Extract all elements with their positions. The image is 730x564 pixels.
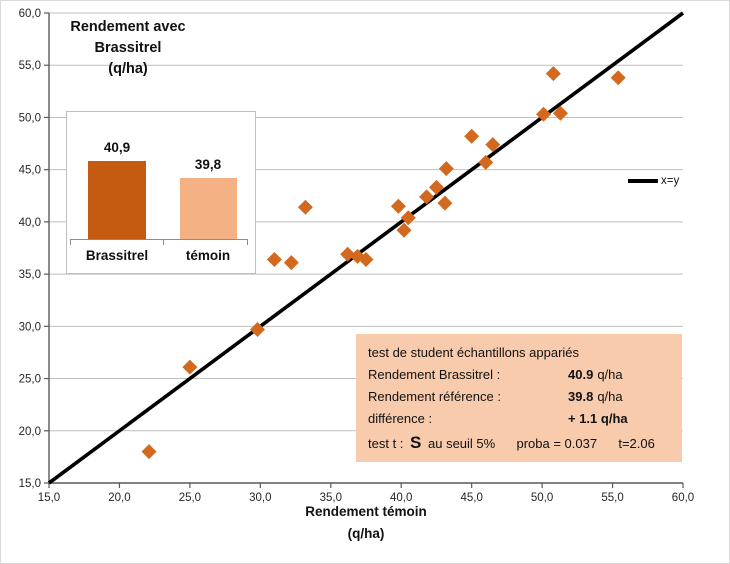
scatter-point [438,161,454,177]
scatter-point [464,128,480,144]
stats-label: Rendement référence : [368,389,501,404]
y-tick-label: 15,0 [19,478,41,490]
stats-title: test de student échantillons appariés [368,345,580,360]
legend-label: x=y [661,175,680,187]
y-tick-label: 55,0 [19,60,41,72]
inset-bar-chart: 40,9 39,8 Brassitrel témoin [66,111,256,274]
stats-row-reference: Rendement référence : 39.8 q/ha [368,386,670,408]
legend-line-sample [628,179,658,183]
scatter-point [297,199,313,215]
stats-unit: q/ha [597,367,623,382]
stats-label: différence : [368,411,433,426]
y-tick-label: 50,0 [19,112,41,124]
y-tick-label: 40,0 [19,217,41,229]
stats-row-brassitrel: Rendement Brassitrel : 40.9 q/ha [368,364,670,386]
test-t-value: t=2.06 [618,436,655,451]
x-tick-label: 20,0 [108,492,130,504]
scatter-point [396,222,412,238]
test-threshold: au seuil 5% [428,436,496,451]
x-tick-label: 55,0 [601,492,623,504]
y-tick-label: 45,0 [19,165,41,177]
inset-title-line2: Brassitrel [94,40,162,56]
scatter-point [610,70,626,86]
x-tick-label: 60,0 [672,492,694,504]
scatter-point [536,106,552,122]
inset-category-brassitrel: Brassitrel [85,248,149,263]
inset-axis-line [70,239,248,240]
scatter-point [340,246,356,262]
inset-chart-title: Rendement avec Brassitrel (q/ha) [43,17,213,80]
stats-unit: q/ha [597,389,623,404]
scatter-point [545,66,561,82]
scatter-point [250,321,266,337]
test-proba: proba = 0.037 [516,436,598,451]
inset-title-line1: Rendement avec [70,19,186,35]
stats-value: 40.9 [568,367,594,382]
identity-line [47,11,685,485]
stats-label: Rendement Brassitrel : [368,367,501,382]
inset-bar-temoin [180,178,237,239]
stats-test-row: test t : S au seuil 5% proba = 0.037 t=2… [368,430,670,456]
scatter-point [182,359,198,375]
y-tick-label: 25,0 [19,374,41,386]
x-tick-label: 35,0 [320,492,342,504]
stats-row-difference: différence : + 1.1 q/ha [368,408,670,430]
scatter-point [437,195,453,211]
x-tick-label: 25,0 [179,492,201,504]
x-tick-label: 15,0 [38,492,60,504]
test-prefix: test t : [368,436,404,451]
inset-bar-brassitrel [88,161,146,239]
inset-axis-tick [163,239,164,245]
scatter-point [390,198,406,214]
scatter-point [266,251,282,267]
x-tick-label: 30,0 [249,492,271,504]
inset-category-temoin: témoin [185,248,231,263]
scatter-point [400,210,416,226]
scatter-point [478,154,494,170]
x-axis-title: Rendement témoin (q/ha) [246,501,486,545]
inset-axis-tick [70,239,71,245]
scatter-point [419,189,435,205]
inset-bar-value-brassitrel: 40,9 [103,140,131,155]
inset-bar-value-temoin: 39,8 [194,157,222,172]
x-tick-label: 40,0 [390,492,412,504]
y-tick-label: 30,0 [19,321,41,333]
inset-axis-tick [247,239,248,245]
stats-value: 39.8 [568,389,594,404]
test-significance-letter: S [410,433,422,452]
legend: x=y [628,175,679,187]
x-axis-title-line1: Rendement témoin [305,504,427,519]
x-tick-label: 50,0 [531,492,553,504]
y-tick-label: 20,0 [19,426,41,438]
scatter-point [485,137,501,153]
scatter-point [283,255,299,271]
x-axis-title-line2: (q/ha) [347,526,385,541]
scatter-point [141,444,157,460]
stats-box: test de student échantillons appariés Re… [356,334,682,462]
scatter-point [428,179,444,195]
scatter-point [358,251,374,267]
stats-value: + 1.1 q/ha [568,411,628,426]
y-tick-label: 35,0 [19,269,41,281]
inset-title-line3: (q/ha) [108,61,148,77]
scatter-point [552,105,568,121]
y-tick-label: 60,0 [19,8,41,20]
x-tick-label: 45,0 [460,492,482,504]
